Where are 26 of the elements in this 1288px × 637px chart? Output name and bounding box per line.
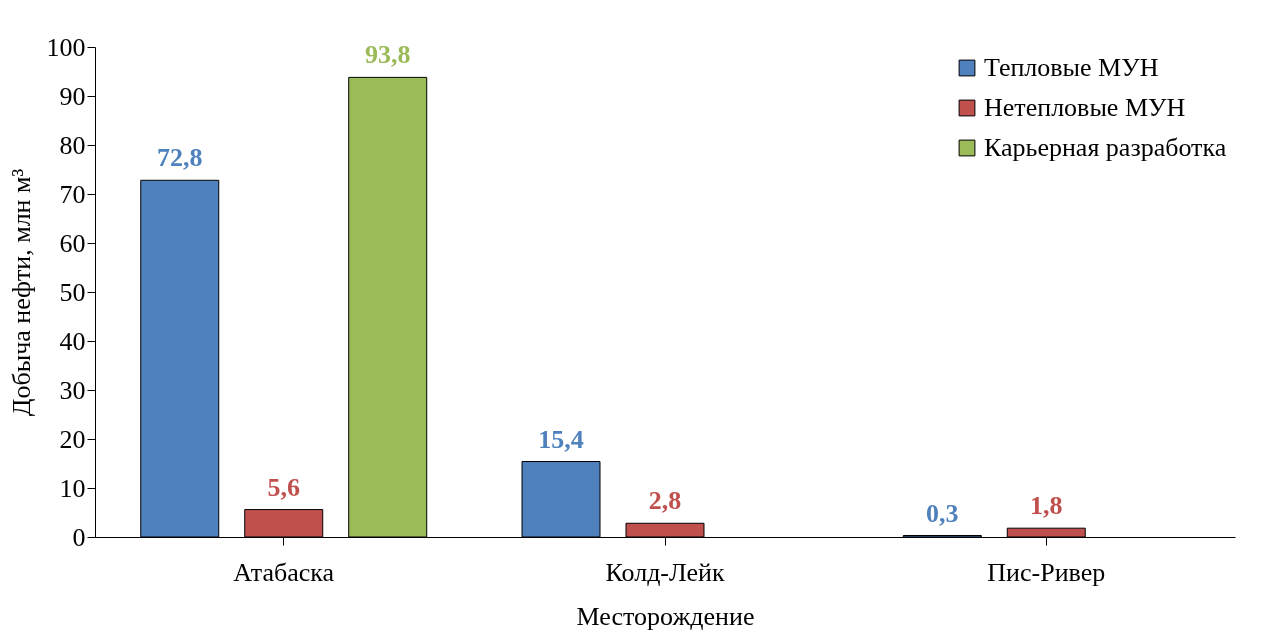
legend-label: Карьерная разработка [984, 133, 1227, 162]
y-tick-label: 20 [59, 424, 86, 454]
data-label: 1,8 [1030, 491, 1063, 521]
y-axis-title: Добыча нефти, млн м³ [6, 168, 36, 417]
x-tick-label: Пис-Ривер [987, 557, 1106, 587]
x-tick-label: Атабаска [233, 557, 335, 587]
y-tick-label: 40 [59, 326, 86, 356]
x-tick-label: Колд-Лейк [605, 557, 725, 587]
y-tick-label: 0 [72, 522, 86, 552]
legend-label: Тепловые МУН [984, 53, 1159, 82]
y-tick-label: 10 [59, 473, 86, 503]
data-label: 2,8 [648, 486, 682, 516]
y-tick-label: 70 [59, 179, 86, 209]
data-label: 15,4 [538, 424, 584, 454]
data-label: 0,3 [926, 498, 959, 528]
legend-label: Нетепловые МУН [984, 93, 1186, 122]
y-tick-label: 90 [59, 81, 86, 111]
y-tick-label: 100 [46, 32, 86, 62]
data-label: 93,8 [364, 40, 411, 70]
data-label: 72,8 [157, 143, 203, 173]
data-label: 5,6 [267, 472, 300, 502]
y-tick-label: 30 [59, 375, 86, 405]
y-tick-label: 80 [59, 130, 86, 160]
y-tick-label: 60 [59, 228, 86, 258]
x-axis-title: Месторождение [576, 601, 755, 631]
y-tick-label: 50 [59, 277, 86, 307]
